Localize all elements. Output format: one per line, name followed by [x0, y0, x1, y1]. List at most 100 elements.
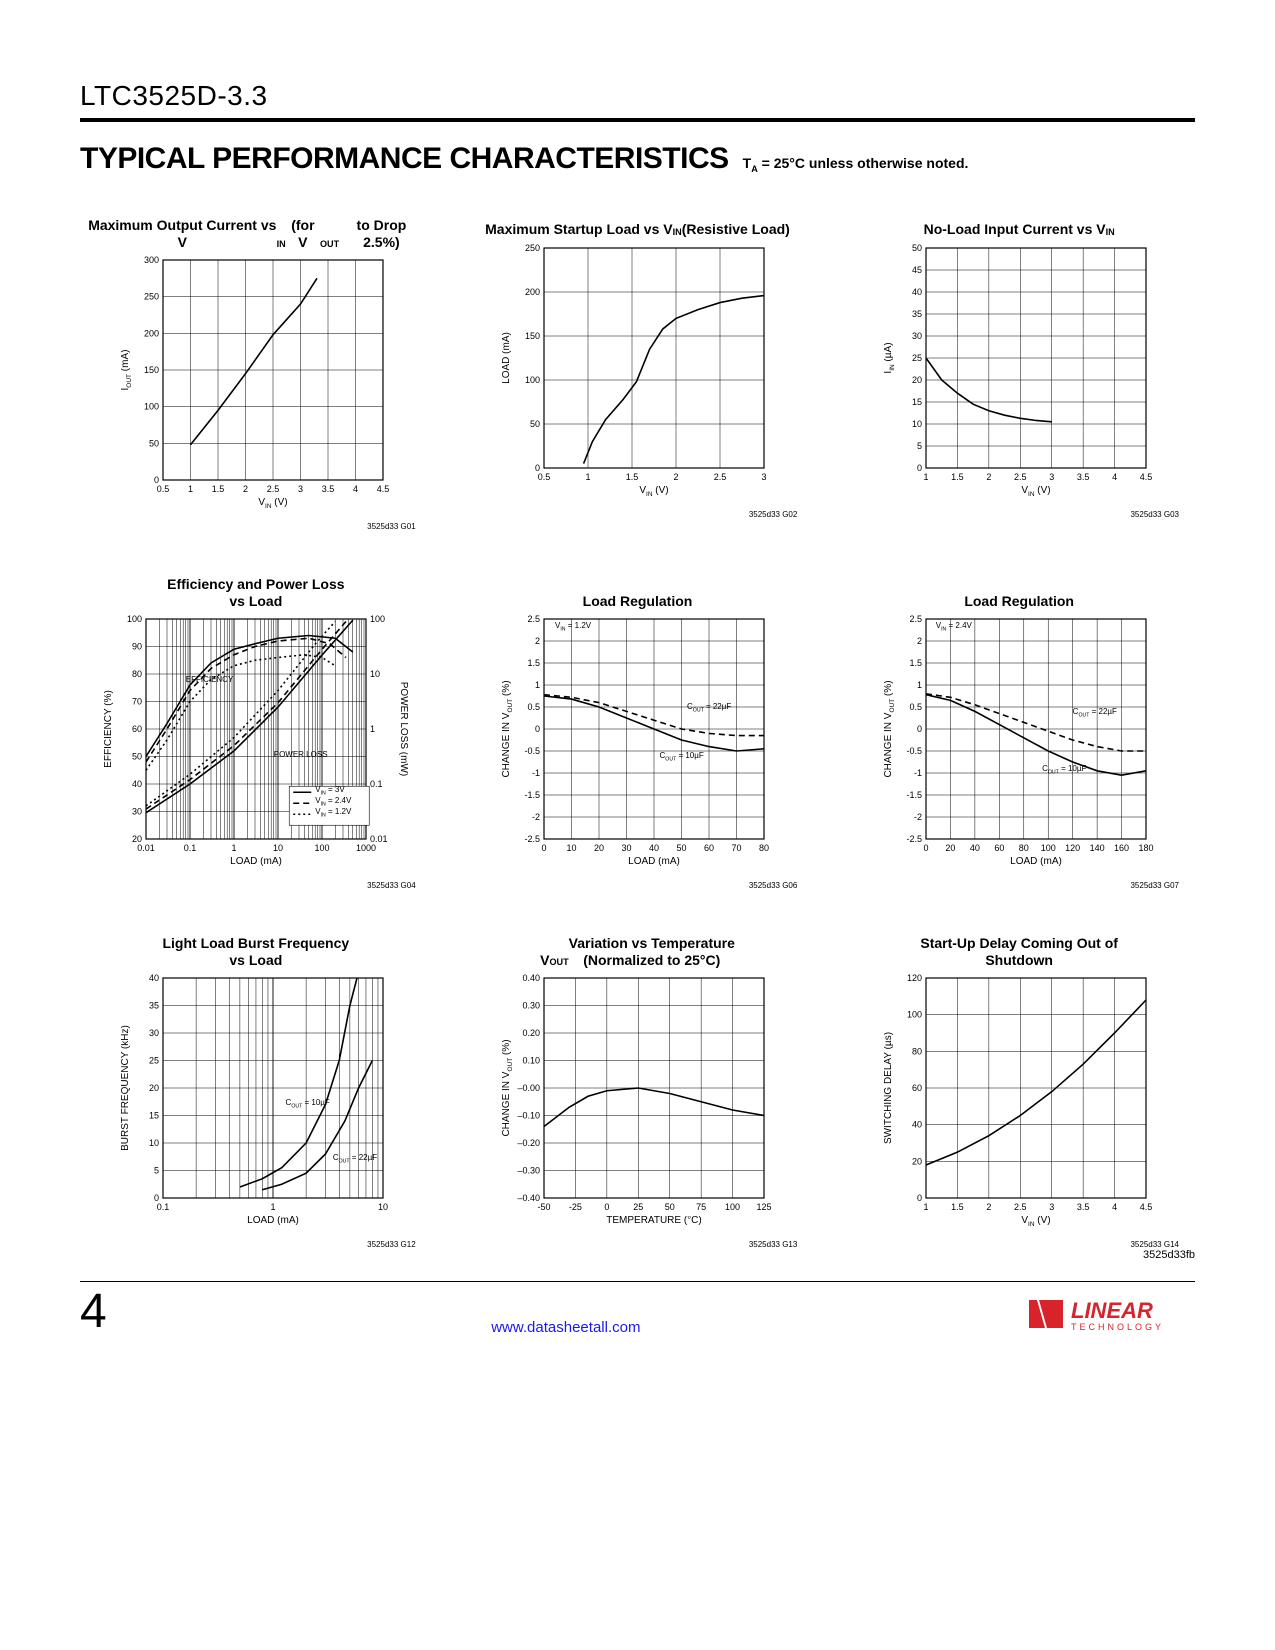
figure-id: 3525d33 G14 — [843, 1240, 1195, 1249]
svg-text:50: 50 — [132, 752, 142, 762]
svg-text:60: 60 — [912, 1083, 922, 1093]
chart-g14: 11.522.533.544.5020406080100120VIN (V)SW… — [880, 972, 1158, 1238]
svg-text:160: 160 — [1114, 843, 1129, 853]
chart-title: Light Load Burst Frequencyvs Load — [80, 930, 432, 968]
svg-text:1.5: 1.5 — [528, 658, 541, 668]
svg-text:80: 80 — [132, 669, 142, 679]
svg-text:1: 1 — [917, 680, 922, 690]
svg-text:25: 25 — [634, 1202, 644, 1212]
chart-g12: 0.11100510152025303540LOAD (mA)BURST FRE… — [117, 972, 395, 1238]
svg-text:2: 2 — [917, 636, 922, 646]
svg-text:0.1: 0.1 — [370, 779, 383, 789]
chart-title: Load Regulation — [462, 571, 814, 609]
svg-text:0.30: 0.30 — [523, 1001, 541, 1011]
svg-text:140: 140 — [1090, 843, 1105, 853]
svg-text:3.5: 3.5 — [322, 484, 335, 494]
svg-text:4.5: 4.5 — [1140, 1202, 1153, 1212]
svg-text:100: 100 — [370, 614, 385, 624]
svg-text:35: 35 — [912, 309, 922, 319]
svg-text:3: 3 — [1049, 1202, 1054, 1212]
svg-text:180: 180 — [1139, 843, 1154, 853]
svg-text:1000: 1000 — [356, 843, 376, 853]
svg-text:1: 1 — [535, 680, 540, 690]
svg-text:3.5: 3.5 — [1077, 472, 1090, 482]
chart-title: Efficiency and Power Lossvs Load — [80, 571, 432, 609]
svg-text:2.5: 2.5 — [267, 484, 280, 494]
svg-text:4: 4 — [1112, 472, 1117, 482]
svg-text:2.5: 2.5 — [910, 614, 923, 624]
chart-title: VOUT Variation vs Temperature(Normalized… — [462, 930, 814, 968]
svg-text:60: 60 — [132, 724, 142, 734]
chart-g07: 020406080100120140160180-2.5-2-1.5-1-0.5… — [880, 613, 1158, 879]
svg-text:25: 25 — [912, 353, 922, 363]
chart-g13: -50-250255075100125–0.40–0.30–0.20–0.10–… — [498, 972, 776, 1238]
svg-text:0.20: 0.20 — [523, 1028, 541, 1038]
svg-text:0: 0 — [917, 1193, 922, 1203]
svg-text:-0.5: -0.5 — [525, 746, 541, 756]
svg-text:100: 100 — [726, 1202, 741, 1212]
svg-text:0: 0 — [154, 475, 159, 485]
svg-text:10: 10 — [370, 669, 380, 679]
svg-text:0.5: 0.5 — [538, 472, 551, 482]
svg-text:0.5: 0.5 — [910, 702, 923, 712]
page-number: 4 — [80, 1288, 107, 1336]
svg-text:-50: -50 — [538, 1202, 551, 1212]
svg-text:-1: -1 — [532, 768, 540, 778]
svg-text:40: 40 — [649, 843, 659, 853]
svg-text:0.01: 0.01 — [137, 843, 155, 853]
figure-id: 3525d33 G03 — [843, 510, 1195, 519]
svg-text:0.1: 0.1 — [157, 1202, 170, 1212]
svg-text:40: 40 — [149, 973, 159, 983]
figure-id: 3525d33 G07 — [843, 881, 1195, 890]
svg-text:80: 80 — [1019, 843, 1029, 853]
svg-text:20: 20 — [912, 375, 922, 385]
svg-text:1.5: 1.5 — [951, 1202, 964, 1212]
footer-link[interactable]: www.datasheetall.com — [491, 1319, 640, 1336]
svg-text:2: 2 — [243, 484, 248, 494]
svg-text:10: 10 — [273, 843, 283, 853]
svg-text:2: 2 — [987, 472, 992, 482]
svg-text:1: 1 — [924, 1202, 929, 1212]
chart-title: Load Regulation — [843, 571, 1195, 609]
svg-text:0: 0 — [154, 1193, 159, 1203]
svg-text:1.5: 1.5 — [910, 658, 923, 668]
svg-text:50: 50 — [677, 843, 687, 853]
svg-text:100: 100 — [1041, 843, 1056, 853]
svg-text:125: 125 — [757, 1202, 772, 1212]
svg-text:0.1: 0.1 — [184, 843, 197, 853]
chart-title: Start-Up Delay Coming Out ofShutdown — [843, 930, 1195, 968]
svg-text:2: 2 — [535, 636, 540, 646]
svg-text:150: 150 — [144, 365, 159, 375]
svg-text:70: 70 — [132, 697, 142, 707]
svg-text:0.10: 0.10 — [523, 1056, 541, 1066]
svg-text:0.40: 0.40 — [523, 973, 541, 983]
svg-text:-2: -2 — [914, 812, 922, 822]
svg-text:4: 4 — [1112, 1202, 1117, 1212]
svg-text:40: 40 — [132, 779, 142, 789]
svg-text:100: 100 — [907, 1010, 922, 1020]
chart-cell-g01: Maximum Output Current vs VIN(for VOUT t… — [80, 200, 432, 531]
svg-text:50: 50 — [530, 419, 540, 429]
figure-id: 3525d33 G04 — [80, 881, 432, 890]
svg-text:-2.5: -2.5 — [525, 834, 541, 844]
svg-text:LINEAR: LINEAR — [1071, 1298, 1153, 1323]
figure-id: 3525d33 G02 — [462, 510, 814, 519]
footer-rule — [80, 1281, 1195, 1282]
svg-text:–0.20: –0.20 — [518, 1138, 541, 1148]
svg-text:20: 20 — [594, 843, 604, 853]
svg-text:40: 40 — [912, 287, 922, 297]
datasheet-page: LTC3525D-3.3 TYPICAL PERFORMANCE CHARACT… — [0, 0, 1275, 1650]
svg-text:4: 4 — [353, 484, 358, 494]
svg-text:0: 0 — [542, 843, 547, 853]
svg-text:0.5: 0.5 — [157, 484, 170, 494]
svg-text:80: 80 — [759, 843, 769, 853]
svg-text:35: 35 — [149, 1001, 159, 1011]
svg-text:2: 2 — [987, 1202, 992, 1212]
svg-text:2.5: 2.5 — [714, 472, 727, 482]
figure-id: 3525d33 G12 — [80, 1240, 432, 1249]
chart-title: Maximum Output Current vs VIN(for VOUT t… — [80, 200, 432, 250]
svg-text:100: 100 — [144, 402, 159, 412]
svg-text:2.5: 2.5 — [528, 614, 541, 624]
svg-text:2.5: 2.5 — [1014, 1202, 1027, 1212]
svg-text:-25: -25 — [569, 1202, 582, 1212]
